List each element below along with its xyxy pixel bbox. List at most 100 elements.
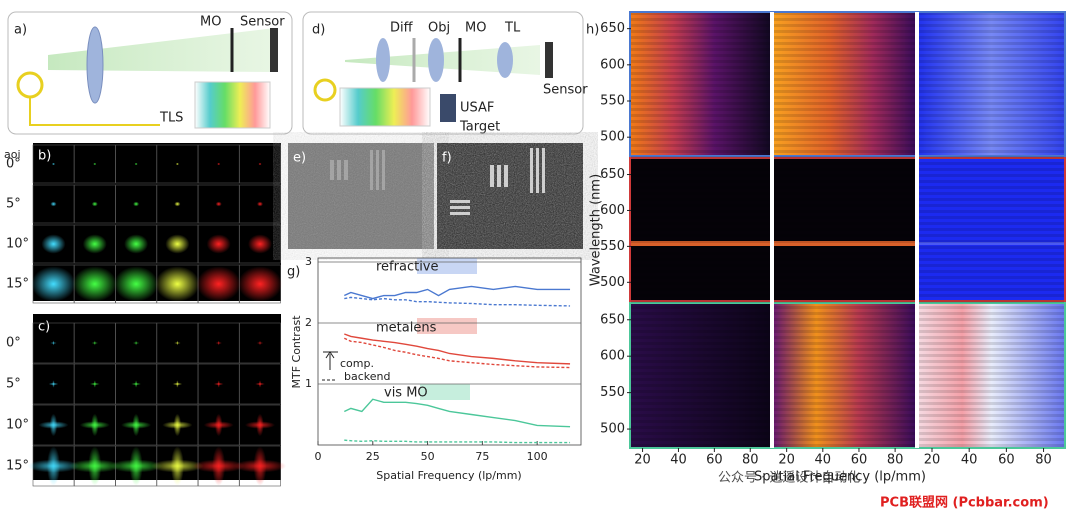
x-tick-label: 25 <box>366 450 380 463</box>
series-line <box>344 337 571 369</box>
psf-spot <box>133 201 140 207</box>
cell-border <box>32 363 75 405</box>
psf-spot <box>93 380 97 388</box>
panel-label: d) <box>312 23 325 38</box>
cell-border <box>74 184 116 224</box>
cell-border <box>74 322 116 364</box>
cell-border <box>32 224 75 264</box>
cell-border <box>197 184 240 224</box>
annotation: comp. <box>340 357 374 370</box>
psf-spot <box>170 446 184 486</box>
y-tick-label: 550 <box>600 94 625 109</box>
psf-spot <box>155 266 200 302</box>
series-line <box>344 333 571 365</box>
psf-spot <box>46 446 61 486</box>
watermark: 公众号 · 逍遥设计自动化 <box>718 471 860 486</box>
x-tick-label: 80 <box>887 453 904 468</box>
y-tick-label: 600 <box>600 349 625 364</box>
spectrum <box>339 87 431 127</box>
psf-spot <box>217 340 220 346</box>
label: Obj <box>428 21 450 36</box>
arrow <box>323 351 338 370</box>
psf-spot <box>129 446 143 486</box>
row-label: 15° <box>6 277 29 292</box>
psf-spot <box>256 413 264 437</box>
label: TLS <box>159 111 183 126</box>
cell-border <box>74 144 116 184</box>
label: Sensor <box>543 83 588 98</box>
psf-spot <box>259 340 261 346</box>
fiber-coil <box>313 78 337 102</box>
lens <box>86 26 104 104</box>
psf-spot <box>215 201 222 207</box>
texture <box>631 13 1064 447</box>
cell-border <box>239 224 281 264</box>
psf-spot <box>175 162 179 166</box>
y-tick-label: 3 <box>305 255 312 268</box>
noise <box>288 143 434 249</box>
label: Sensor <box>240 15 285 30</box>
series-line <box>344 285 571 300</box>
cell-border <box>156 322 199 364</box>
row-label: 10° <box>6 237 29 252</box>
separator <box>915 12 919 448</box>
y-tick-label: 550 <box>600 239 625 254</box>
target-icon <box>440 94 456 122</box>
cell-border <box>32 322 75 364</box>
psf-spot <box>52 380 55 388</box>
psf-spot <box>50 201 57 207</box>
psf-spot <box>174 201 181 207</box>
x-tick-label: 60 <box>851 453 868 468</box>
cell-border <box>197 404 240 446</box>
psf-spot <box>52 340 55 346</box>
cell-border <box>239 363 281 405</box>
cell-border <box>156 184 199 224</box>
cell-border <box>32 144 75 184</box>
label: MO <box>465 21 486 36</box>
panel-label: g) <box>287 265 300 280</box>
x-axis-title: Spatial Frequency (lp/mm) <box>376 469 521 482</box>
cell-border <box>74 404 116 446</box>
sensor-icon <box>270 28 278 72</box>
y-tick-label: 550 <box>600 385 625 400</box>
psf-spot <box>31 266 76 302</box>
fiber <box>29 97 160 126</box>
annotation: vis MO <box>384 386 428 401</box>
panel-label: f) <box>442 151 452 166</box>
psf-spot <box>238 266 282 302</box>
psf-spot <box>212 446 226 486</box>
annotation: backend <box>344 370 390 383</box>
annotation: refractive <box>376 260 439 275</box>
row-label: 15° <box>6 459 29 474</box>
series-line <box>344 296 571 307</box>
psf-spot <box>253 446 267 486</box>
panel-label: a) <box>14 23 27 38</box>
psf-spot <box>173 413 182 437</box>
light-cone <box>48 28 275 72</box>
psf-spot <box>206 234 231 254</box>
panel-label: e) <box>293 151 306 166</box>
separator <box>770 12 774 448</box>
panel-a: a) MO Sensor TLS <box>7 11 293 135</box>
psf-spot <box>91 201 98 207</box>
y-tick-label: 500 <box>600 130 625 145</box>
series-line <box>344 439 571 444</box>
x-tick-label: 80 <box>1035 453 1052 468</box>
psf-spot <box>258 380 262 388</box>
cell-border <box>239 322 281 364</box>
psf-spot <box>52 162 55 166</box>
psf-spot <box>196 266 241 302</box>
y-tick-label: 500 <box>600 422 625 437</box>
cell-border <box>32 404 75 446</box>
label: Diff <box>390 21 414 36</box>
panel-d: d) Diff Obj MO TL Sensor USAF Target <box>302 11 588 135</box>
row-label: 5° <box>6 377 21 392</box>
x-tick-label: 75 <box>475 450 489 463</box>
psf-spot <box>132 413 140 437</box>
psf-spot <box>135 340 137 346</box>
sensor-icon <box>545 42 553 78</box>
spectrum <box>194 81 271 129</box>
label: Target <box>459 120 500 135</box>
highlight <box>417 318 477 334</box>
